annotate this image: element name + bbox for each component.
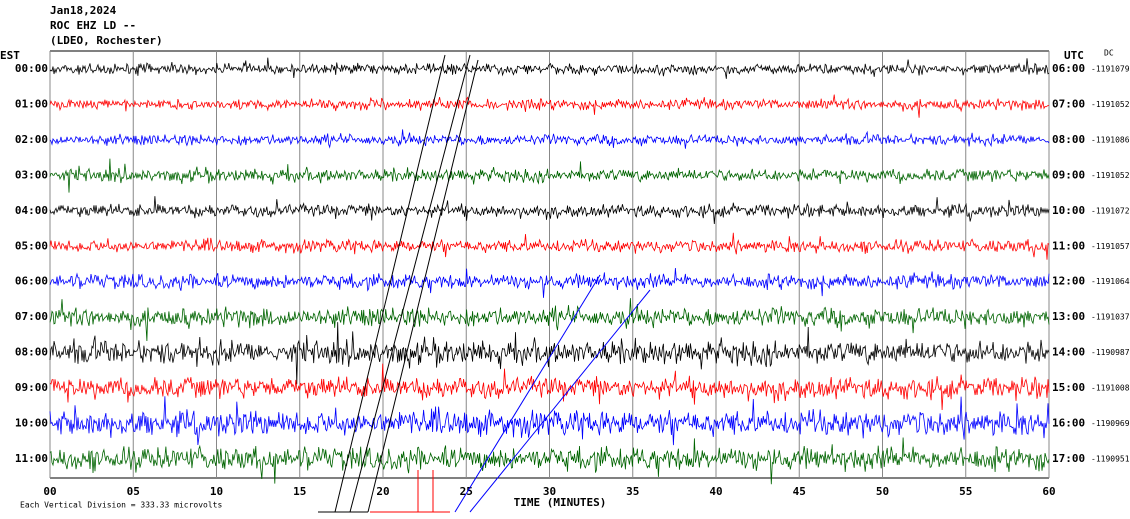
utc-label: 10:00 [1052,204,1085,217]
event-lines-red [370,470,450,513]
dc-value: -1190969 [1091,419,1130,428]
est-label: 10:00 [15,417,48,430]
trace [49,267,1050,298]
left-zone: EST [0,49,20,62]
x-tick-label: 30 [543,485,556,498]
trace [49,196,1050,225]
trace [49,57,1050,79]
dc-value: -1191037 [1091,313,1130,322]
right-zone: UTC [1064,49,1084,62]
trace [49,129,1050,149]
dc-value: -1191079 [1091,65,1130,74]
est-label: 05:00 [15,239,48,252]
dc-value: -1191052 [1091,100,1130,109]
header-line: ROC EHZ LD -- [50,19,136,32]
est-label: 00:00 [15,62,48,75]
dc-value: -1191052 [1091,171,1130,180]
footer: Each Vertical Division = 333.33 microvol… [20,501,222,510]
x-tick-label: 20 [376,485,389,498]
utc-label: 08:00 [1052,133,1085,146]
est-label: 11:00 [15,452,48,465]
trace [49,322,1050,385]
utc-label: 12:00 [1052,275,1085,288]
est-label: 02:00 [15,133,48,146]
event-lines [334,54,479,513]
trace [49,363,1050,411]
est-label: 04:00 [15,204,48,217]
est-label: 09:00 [15,381,48,394]
dc-value: -1190987 [1091,348,1130,357]
est-label: 07:00 [15,310,48,323]
utc-label: 17:00 [1052,452,1085,465]
header-line: (LDEO, Rochester) [50,34,163,47]
dc-value: -1191057 [1091,242,1130,251]
est-label: 01:00 [15,97,48,110]
x-tick-label: 05 [127,485,140,498]
utc-label: 16:00 [1052,417,1085,430]
dc-value: -1191008 [1091,384,1130,393]
trace [49,396,1050,446]
x-tick-label: 60 [1042,485,1055,498]
x-tick-label: 10 [210,485,223,498]
dc-value: -1190951 [1091,454,1130,463]
dc-label: DC [1104,49,1114,58]
x-tick-label: 15 [293,485,306,498]
utc-label: 11:00 [1052,239,1085,252]
x-tick-label: 45 [793,485,806,498]
trace [49,298,1050,342]
trace [49,158,1050,193]
x-tick-label: 55 [959,485,972,498]
utc-label: 15:00 [1052,381,1085,394]
est-label: 08:00 [15,346,48,359]
event-lines-blue [454,274,651,513]
trace [49,94,1050,118]
x-tick-label: 50 [876,485,889,498]
trace [49,437,1050,485]
utc-label: 07:00 [1052,97,1085,110]
utc-label: 06:00 [1052,62,1085,75]
x-tick-label: 35 [626,485,639,498]
dc-value: -1191086 [1091,135,1130,144]
x-tick-label: 40 [709,485,722,498]
trace [49,232,1050,260]
utc-label: 14:00 [1052,346,1085,359]
x-tick-label: 00 [43,485,56,498]
utc-label: 13:00 [1052,310,1085,323]
x-axis-title: TIME (MINUTES) [514,496,607,509]
dc-value: -1191064 [1091,277,1130,286]
utc-label: 09:00 [1052,168,1085,181]
header-line: Jan18,2024 [50,4,117,17]
est-label: 03:00 [15,168,48,181]
est-label: 06:00 [15,275,48,288]
dc-value: -1191072 [1091,206,1130,215]
